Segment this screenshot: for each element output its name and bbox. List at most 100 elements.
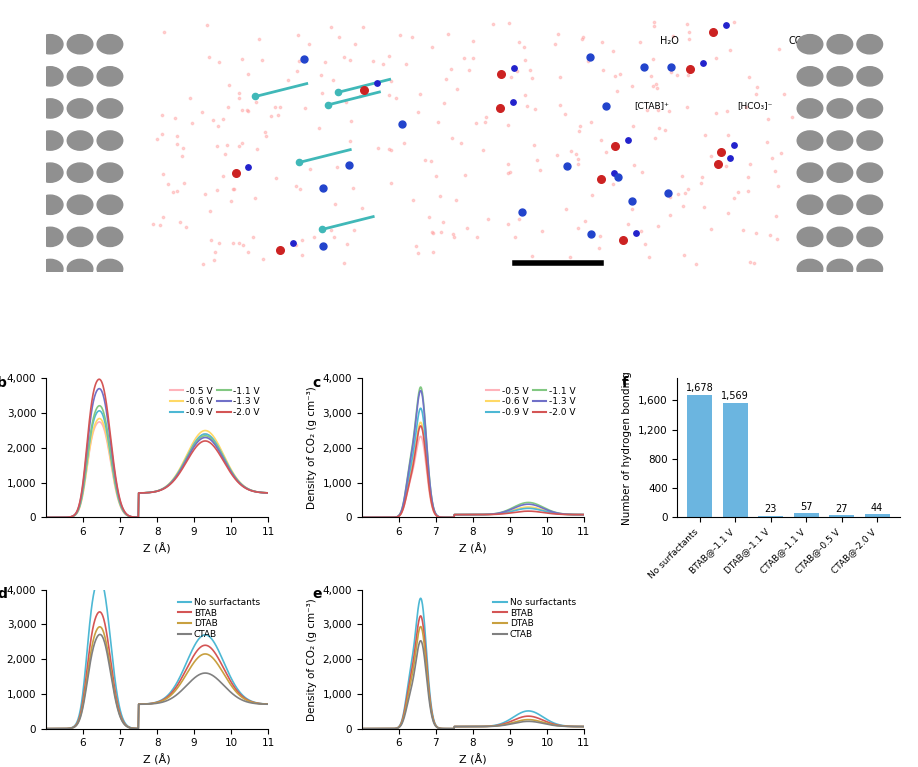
Point <box>241 105 256 117</box>
Point <box>425 226 440 239</box>
Point <box>608 70 622 82</box>
Point <box>610 84 624 97</box>
Point <box>511 36 526 48</box>
Legend: No surfactants, BTAB, DTAB, CTAB: No surfactants, BTAB, DTAB, CTAB <box>490 594 579 643</box>
Point <box>584 116 599 128</box>
Point <box>763 229 778 242</box>
Point <box>384 144 398 156</box>
Circle shape <box>797 131 823 150</box>
Point <box>633 225 648 237</box>
Point <box>152 219 167 232</box>
Circle shape <box>38 35 63 54</box>
Point <box>318 55 332 67</box>
Circle shape <box>857 35 882 54</box>
Point <box>741 170 756 183</box>
Point <box>155 128 170 140</box>
Point <box>550 149 565 161</box>
Point <box>593 173 608 186</box>
Circle shape <box>827 67 853 86</box>
Circle shape <box>827 99 853 118</box>
Circle shape <box>797 67 823 86</box>
Point <box>285 237 300 249</box>
Circle shape <box>857 67 882 86</box>
Point <box>650 219 665 232</box>
Point <box>302 38 317 51</box>
Point <box>165 186 180 199</box>
Legend: -0.5 V, -0.6 V, -0.9 V, -1.1 V, -1.3 V, -2.0 V: -0.5 V, -0.6 V, -0.9 V, -1.1 V, -1.3 V, … <box>166 383 263 421</box>
Point <box>157 26 172 38</box>
Point <box>290 64 305 77</box>
Point <box>527 140 542 152</box>
Circle shape <box>97 67 123 86</box>
Point <box>375 58 390 71</box>
Point <box>704 150 719 163</box>
Point <box>288 179 303 192</box>
Point <box>727 192 742 204</box>
Point <box>551 28 565 41</box>
Point <box>646 16 661 28</box>
Point <box>388 92 403 104</box>
Point <box>199 19 214 31</box>
Point <box>314 87 329 99</box>
Point <box>697 201 711 213</box>
Point <box>722 44 737 56</box>
Point <box>288 239 303 252</box>
Point <box>748 227 763 239</box>
Point <box>168 112 183 124</box>
Point <box>447 230 462 242</box>
Point <box>625 202 640 215</box>
Point <box>421 211 436 223</box>
Circle shape <box>97 163 123 183</box>
Point <box>437 97 452 110</box>
X-axis label: Z (Å): Z (Å) <box>459 543 487 554</box>
Point <box>346 183 361 195</box>
Text: 1,569: 1,569 <box>722 391 749 401</box>
Point <box>177 177 192 189</box>
Point <box>709 52 723 64</box>
Point <box>453 137 468 149</box>
Point <box>382 89 397 101</box>
Point <box>466 52 481 64</box>
Text: d: d <box>0 587 6 601</box>
Point <box>696 57 711 69</box>
Point <box>633 36 647 48</box>
Point <box>212 55 227 67</box>
Point <box>644 70 658 82</box>
Point <box>227 183 241 195</box>
Point <box>570 153 585 165</box>
Circle shape <box>827 227 853 246</box>
Point <box>248 91 263 103</box>
Point <box>621 217 635 229</box>
Point <box>341 160 356 172</box>
Point <box>709 107 723 119</box>
Point <box>280 74 295 86</box>
Point <box>720 105 734 117</box>
Point <box>502 166 517 179</box>
Point <box>457 52 472 64</box>
Point <box>311 122 326 134</box>
Point <box>264 110 279 122</box>
Circle shape <box>38 259 63 278</box>
Point <box>321 99 336 111</box>
Point <box>771 179 786 192</box>
Point <box>340 238 354 250</box>
Point <box>677 249 692 262</box>
Point <box>640 104 655 117</box>
Text: 44: 44 <box>871 502 883 512</box>
Point <box>448 193 463 206</box>
Point <box>221 78 236 91</box>
Point <box>469 232 484 244</box>
Point <box>411 106 426 118</box>
Point <box>179 221 194 233</box>
Point <box>595 35 610 48</box>
Text: [CTAB]⁺: [CTAB]⁺ <box>634 100 669 110</box>
Point <box>395 118 409 130</box>
Point <box>220 100 235 113</box>
Point <box>330 161 344 173</box>
Point <box>606 45 621 58</box>
Point <box>459 222 474 234</box>
Point <box>500 157 515 170</box>
Circle shape <box>67 227 93 246</box>
Point <box>295 234 309 246</box>
Point <box>406 193 420 206</box>
